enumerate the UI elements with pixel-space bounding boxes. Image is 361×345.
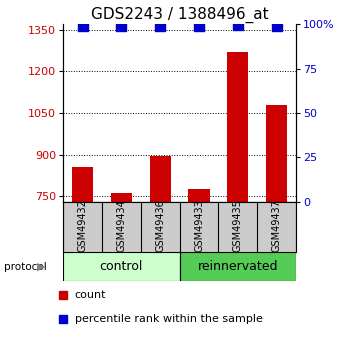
Bar <box>180 252 296 281</box>
Text: reinnervated: reinnervated <box>197 260 278 273</box>
Text: GSM49435: GSM49435 <box>233 199 243 252</box>
Bar <box>111 193 132 202</box>
Text: GSM49436: GSM49436 <box>155 199 165 252</box>
Text: GSM49437: GSM49437 <box>271 199 282 252</box>
Point <box>60 293 66 298</box>
Point <box>118 23 124 29</box>
Bar <box>63 252 180 281</box>
Point <box>80 23 86 29</box>
Text: percentile rank within the sample: percentile rank within the sample <box>75 314 262 324</box>
Text: protocol: protocol <box>4 262 46 272</box>
Point <box>196 23 202 29</box>
Text: GSM49433: GSM49433 <box>194 199 204 252</box>
Point <box>274 23 279 29</box>
Text: GSM49434: GSM49434 <box>116 199 126 252</box>
Point <box>60 316 66 322</box>
Bar <box>227 52 248 202</box>
Text: ▶: ▶ <box>37 262 46 272</box>
Bar <box>149 156 171 202</box>
Text: GSM49432: GSM49432 <box>78 199 88 252</box>
Bar <box>72 167 93 202</box>
Point <box>157 23 163 29</box>
Bar <box>266 105 287 202</box>
Title: GDS2243 / 1388496_at: GDS2243 / 1388496_at <box>91 7 269 23</box>
Point <box>235 22 241 28</box>
Text: control: control <box>100 260 143 273</box>
Bar <box>188 189 210 202</box>
Text: count: count <box>75 290 106 300</box>
